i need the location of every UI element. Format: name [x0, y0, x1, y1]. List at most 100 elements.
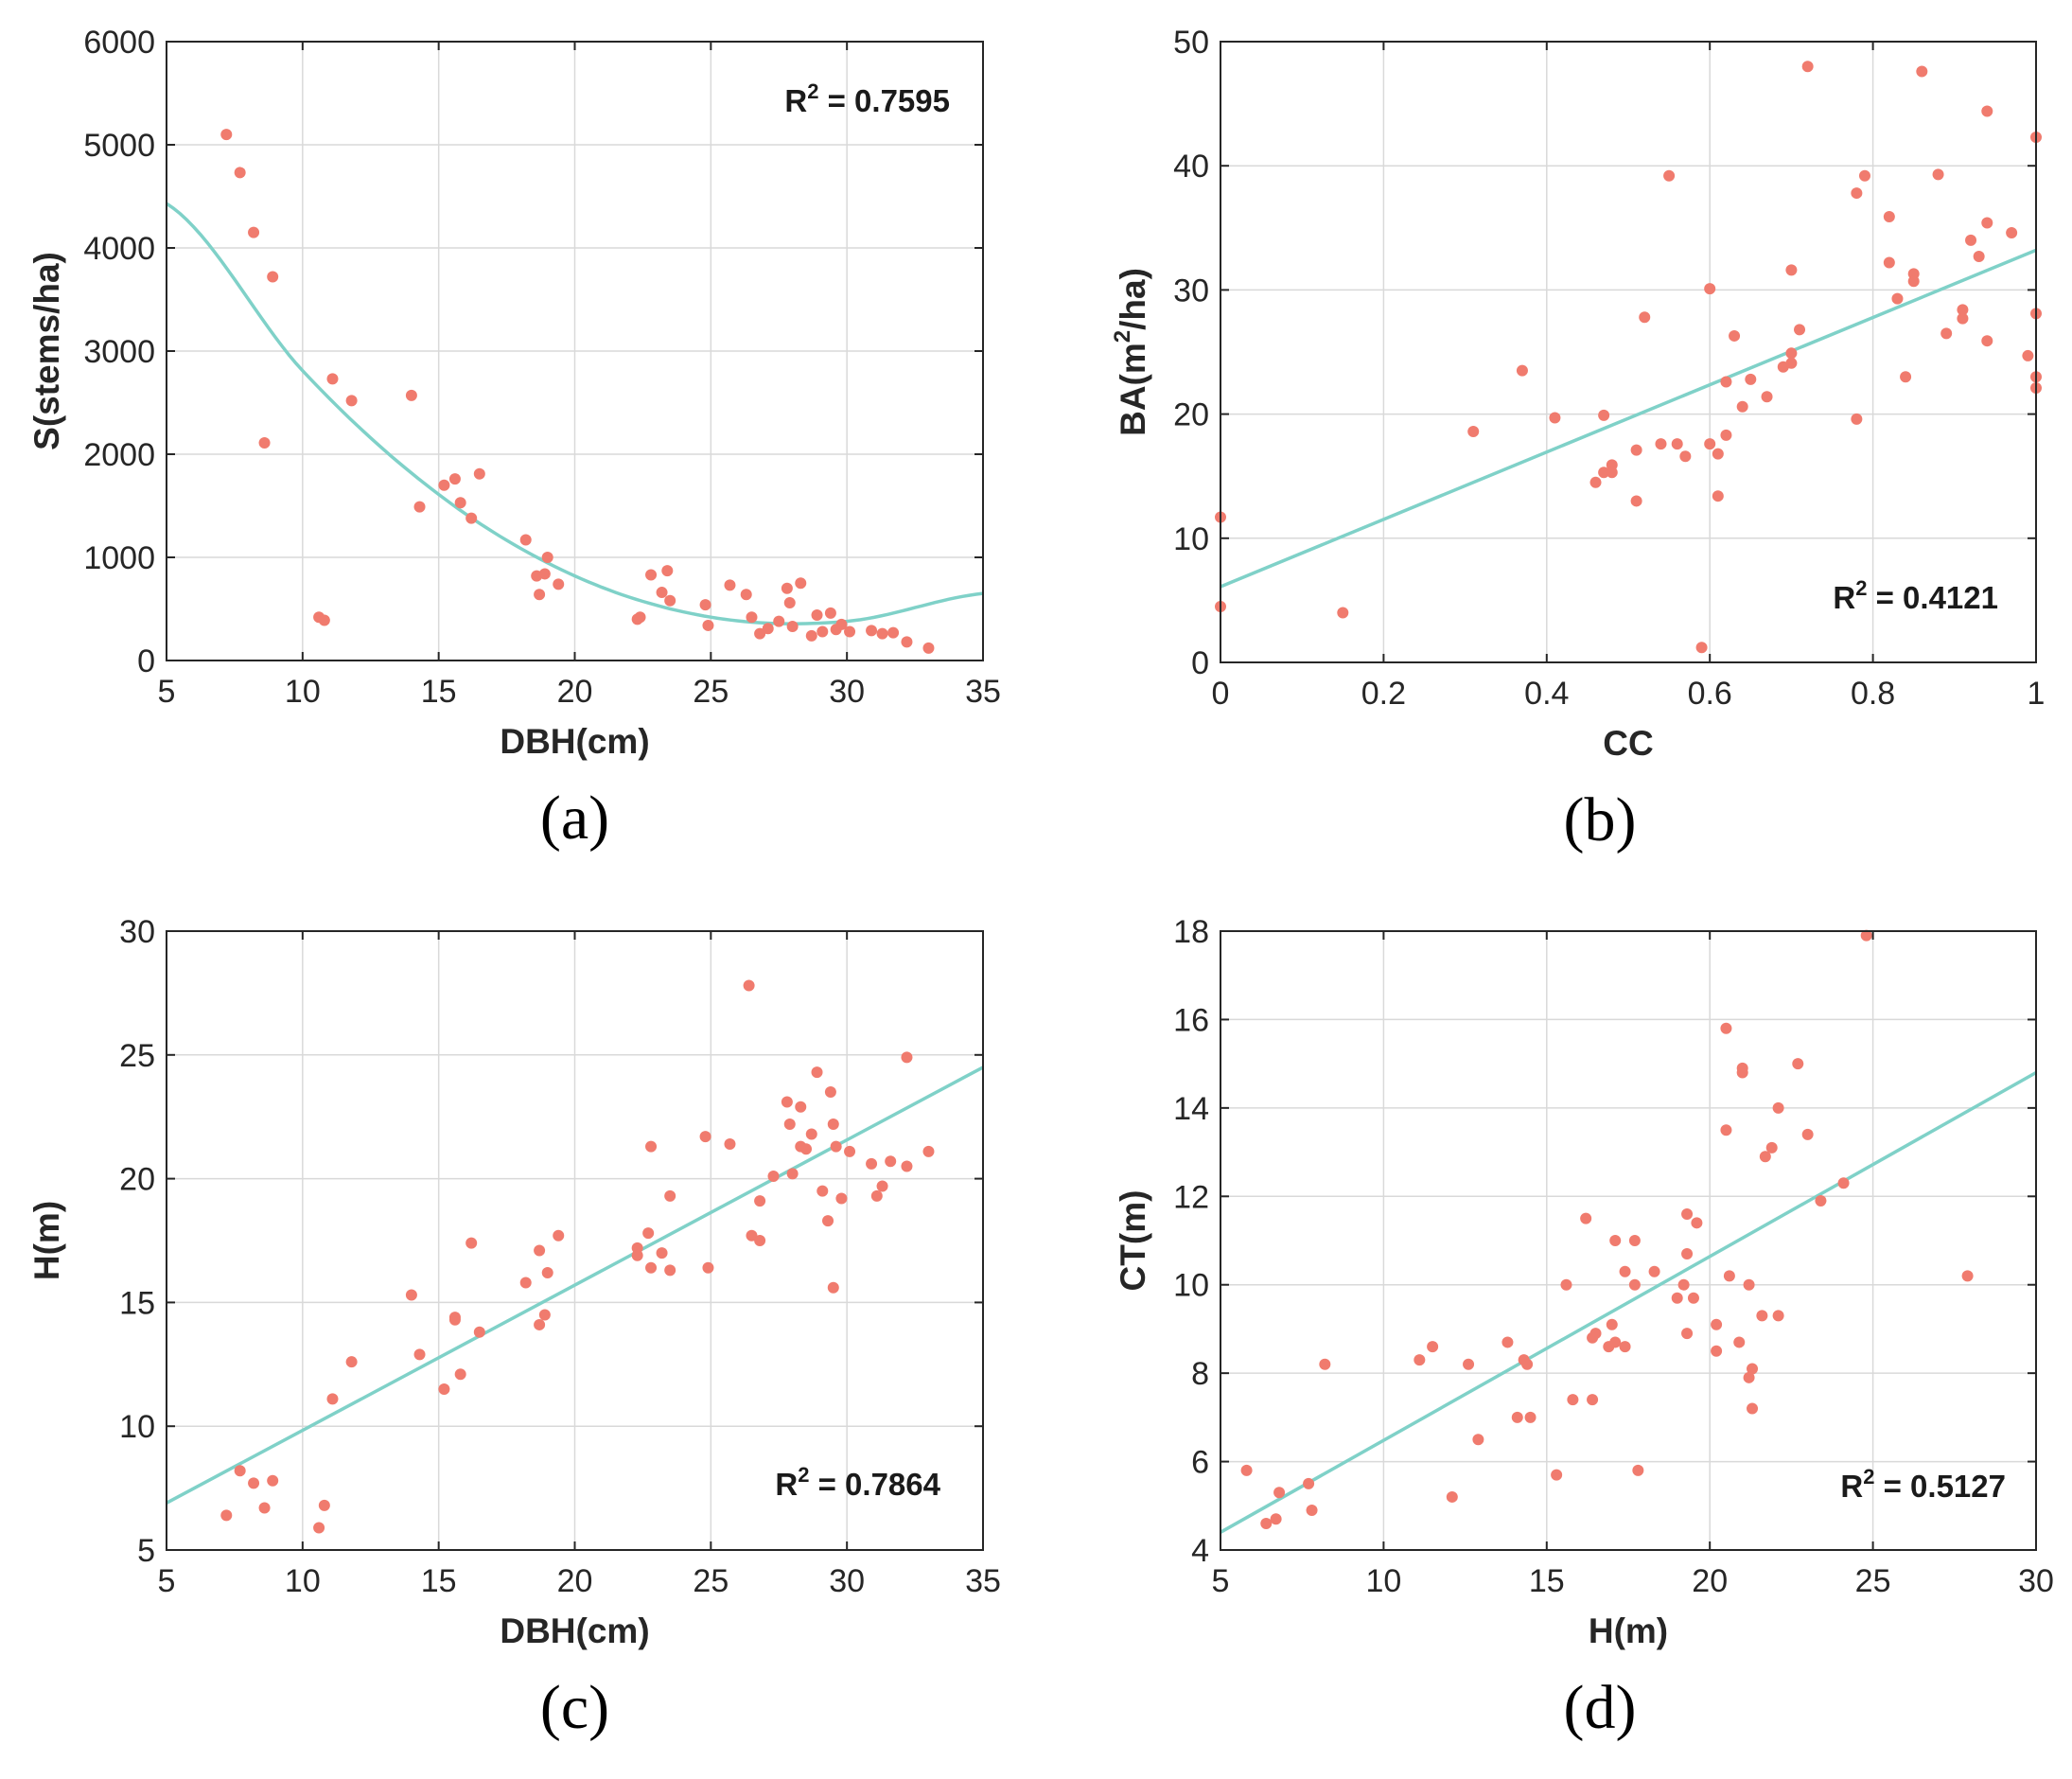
- data-point: [1260, 1517, 1273, 1529]
- data-point: [519, 1277, 532, 1289]
- data-point: [1511, 1411, 1523, 1423]
- data-point: [1860, 929, 1872, 942]
- data-point: [1743, 1371, 1755, 1383]
- data-point: [1516, 364, 1528, 377]
- data-point: [870, 1189, 883, 1202]
- x-tick-label: 0: [1212, 676, 1230, 712]
- data-point: [656, 1247, 668, 1259]
- data-point: [1704, 438, 1716, 450]
- x-tick-label: 0.2: [1361, 676, 1406, 712]
- data-point: [866, 625, 878, 637]
- data-point: [754, 1195, 766, 1207]
- x-tick-label: 30: [829, 674, 865, 710]
- data-point: [699, 599, 711, 611]
- data-point: [438, 1383, 450, 1395]
- data-point: [822, 1215, 834, 1227]
- y-tick-label: 5: [137, 1533, 155, 1569]
- y-axis-label: CT(m): [1114, 1190, 1152, 1292]
- data-point: [1609, 1235, 1622, 1246]
- data-point: [1785, 264, 1798, 276]
- data-point: [1932, 168, 1944, 181]
- data-point: [1720, 1124, 1732, 1136]
- x-tick-label: 5: [158, 1563, 176, 1599]
- data-point: [1981, 217, 1993, 229]
- y-tick-label: 0: [137, 643, 155, 679]
- r-squared-value: = 0.5127: [1874, 1469, 2006, 1504]
- y-tick-label: 2000: [83, 437, 155, 473]
- y-tick-label: 10: [1173, 521, 1209, 557]
- data-point: [1720, 429, 1732, 441]
- data-point: [1681, 1248, 1694, 1260]
- data-point: [1907, 275, 1920, 288]
- panel-label: (c): [540, 1673, 609, 1742]
- r-squared-annotation: R2 = 0.4121: [1833, 576, 1998, 615]
- data-point: [866, 1157, 878, 1170]
- data-point: [699, 1131, 711, 1143]
- x-tick-label: 5: [158, 674, 176, 710]
- data-point: [702, 619, 714, 631]
- x-tick-label: 20: [557, 1563, 593, 1599]
- data-point: [1729, 329, 1741, 342]
- x-tick-label: 0.4: [1524, 676, 1569, 712]
- data-point: [234, 167, 246, 179]
- data-point: [1736, 400, 1748, 413]
- r-squared-annotation: R2 = 0.5127: [1840, 1465, 2006, 1504]
- data-point: [258, 1502, 271, 1514]
- chart-panel-a: 5 10 15 20 25 30 35 0 1000 2000 3000 4000 5000 6000 DB…: [27, 25, 1001, 853]
- data-point: [345, 395, 358, 407]
- data-point: [1589, 1328, 1602, 1340]
- data-point: [876, 627, 888, 640]
- data-point: [1560, 1278, 1572, 1291]
- data-point: [811, 1066, 823, 1079]
- data-point: [448, 473, 461, 485]
- data-point: [413, 1348, 426, 1361]
- data-point: [1303, 1477, 1315, 1489]
- data-point: [541, 552, 553, 563]
- data-point: [1567, 1394, 1579, 1406]
- data-point: [724, 579, 736, 591]
- data-point: [664, 594, 676, 607]
- x-tick-label: 10: [285, 674, 321, 710]
- data-point: [835, 618, 848, 630]
- data-point: [786, 621, 799, 633]
- r-squared-annotation: R2 = 0.7595: [784, 79, 950, 118]
- data-point: [267, 1474, 279, 1487]
- fit-line: [166, 1066, 984, 1505]
- data-point: [702, 1261, 714, 1274]
- x-tick-label: 0.6: [1688, 676, 1732, 712]
- data-point: [1273, 1487, 1286, 1499]
- data-point: [664, 1189, 676, 1202]
- y-axis-label: H(m): [27, 1201, 66, 1280]
- y-tick-label: 4: [1191, 1533, 1209, 1569]
- data-point: [786, 1168, 799, 1180]
- data-point: [773, 615, 785, 627]
- data-point: [1306, 1504, 1318, 1516]
- data-point: [248, 226, 260, 238]
- y-tick-label: 20: [1173, 397, 1209, 433]
- data-point: [1648, 1265, 1660, 1277]
- data-point: [1695, 642, 1708, 654]
- data-point: [318, 614, 330, 626]
- data-point: [743, 979, 755, 992]
- y-tick-label: 3000: [83, 334, 155, 370]
- data-point: [1815, 1194, 1827, 1207]
- data-point: [901, 1051, 913, 1064]
- data-point: [1663, 169, 1676, 182]
- data-point: [1687, 1292, 1699, 1304]
- data-point: [258, 437, 271, 449]
- data-point: [1587, 1394, 1599, 1406]
- data-point: [220, 129, 233, 141]
- y-tick-label: 1000: [83, 540, 155, 576]
- data-point: [1965, 234, 1977, 246]
- data-point: [724, 1137, 736, 1150]
- r-squared-base: R: [1840, 1469, 1863, 1504]
- data-point: [645, 1140, 658, 1153]
- data-point: [811, 609, 823, 622]
- data-point: [1720, 376, 1732, 388]
- data-point: [534, 1244, 546, 1257]
- data-point: [805, 629, 817, 642]
- data-point: [1772, 1101, 1784, 1114]
- data-point: [631, 1249, 643, 1261]
- y-tick-label: 14: [1173, 1091, 1209, 1127]
- x-axis-label: DBH(cm): [500, 722, 649, 761]
